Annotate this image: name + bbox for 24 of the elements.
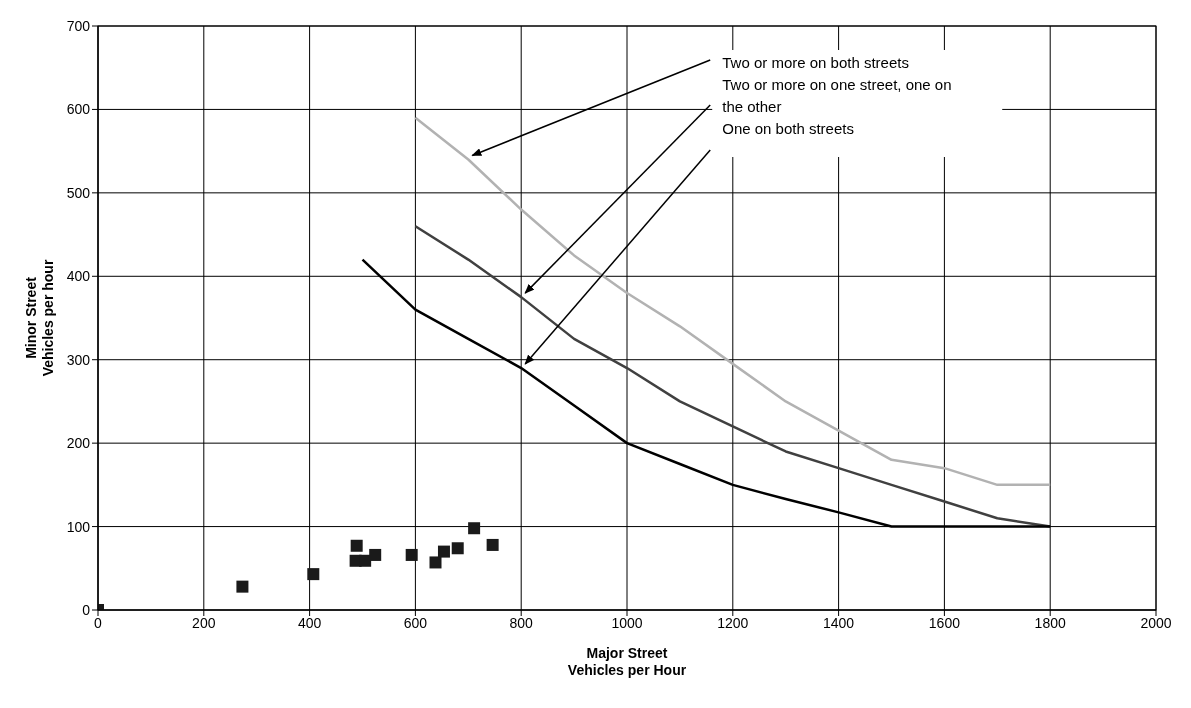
x-tick-label: 800 <box>509 614 534 631</box>
y-tick-label: 100 <box>66 518 91 535</box>
y-tick-label: 200 <box>66 435 91 452</box>
x-tick-label: 600 <box>403 614 428 631</box>
x-tick-label: 1000 <box>611 614 643 631</box>
y-tick-label: 300 <box>66 351 91 368</box>
text: Two or more on both streets <box>722 54 909 71</box>
x-tick-label: 400 <box>297 614 322 631</box>
y-tick-label: 0 <box>82 601 91 618</box>
x-tick-label: 1200 <box>717 614 749 631</box>
x-tick-label: 1800 <box>1034 614 1066 631</box>
text: Two or more on one street, one on the other <box>722 76 952 115</box>
x-tick-label: 1400 <box>823 614 855 631</box>
x-axis-title: Major Street Vehicles per Hour <box>567 645 687 678</box>
x-tick-label: 2000 <box>1140 614 1172 631</box>
y-tick-label: 700 <box>66 17 91 34</box>
x-tick-label: 0 <box>94 614 103 631</box>
y-tick-label: 400 <box>66 268 91 285</box>
x-tick-label: 1600 <box>928 614 961 631</box>
y-axis-title: Minor Street Vehicles per hour <box>23 259 56 377</box>
y-tick-label: 600 <box>66 101 91 118</box>
x-tick-label: 200 <box>192 614 216 631</box>
text: One on both streets <box>722 120 854 137</box>
y-tick-label: 500 <box>66 184 91 201</box>
